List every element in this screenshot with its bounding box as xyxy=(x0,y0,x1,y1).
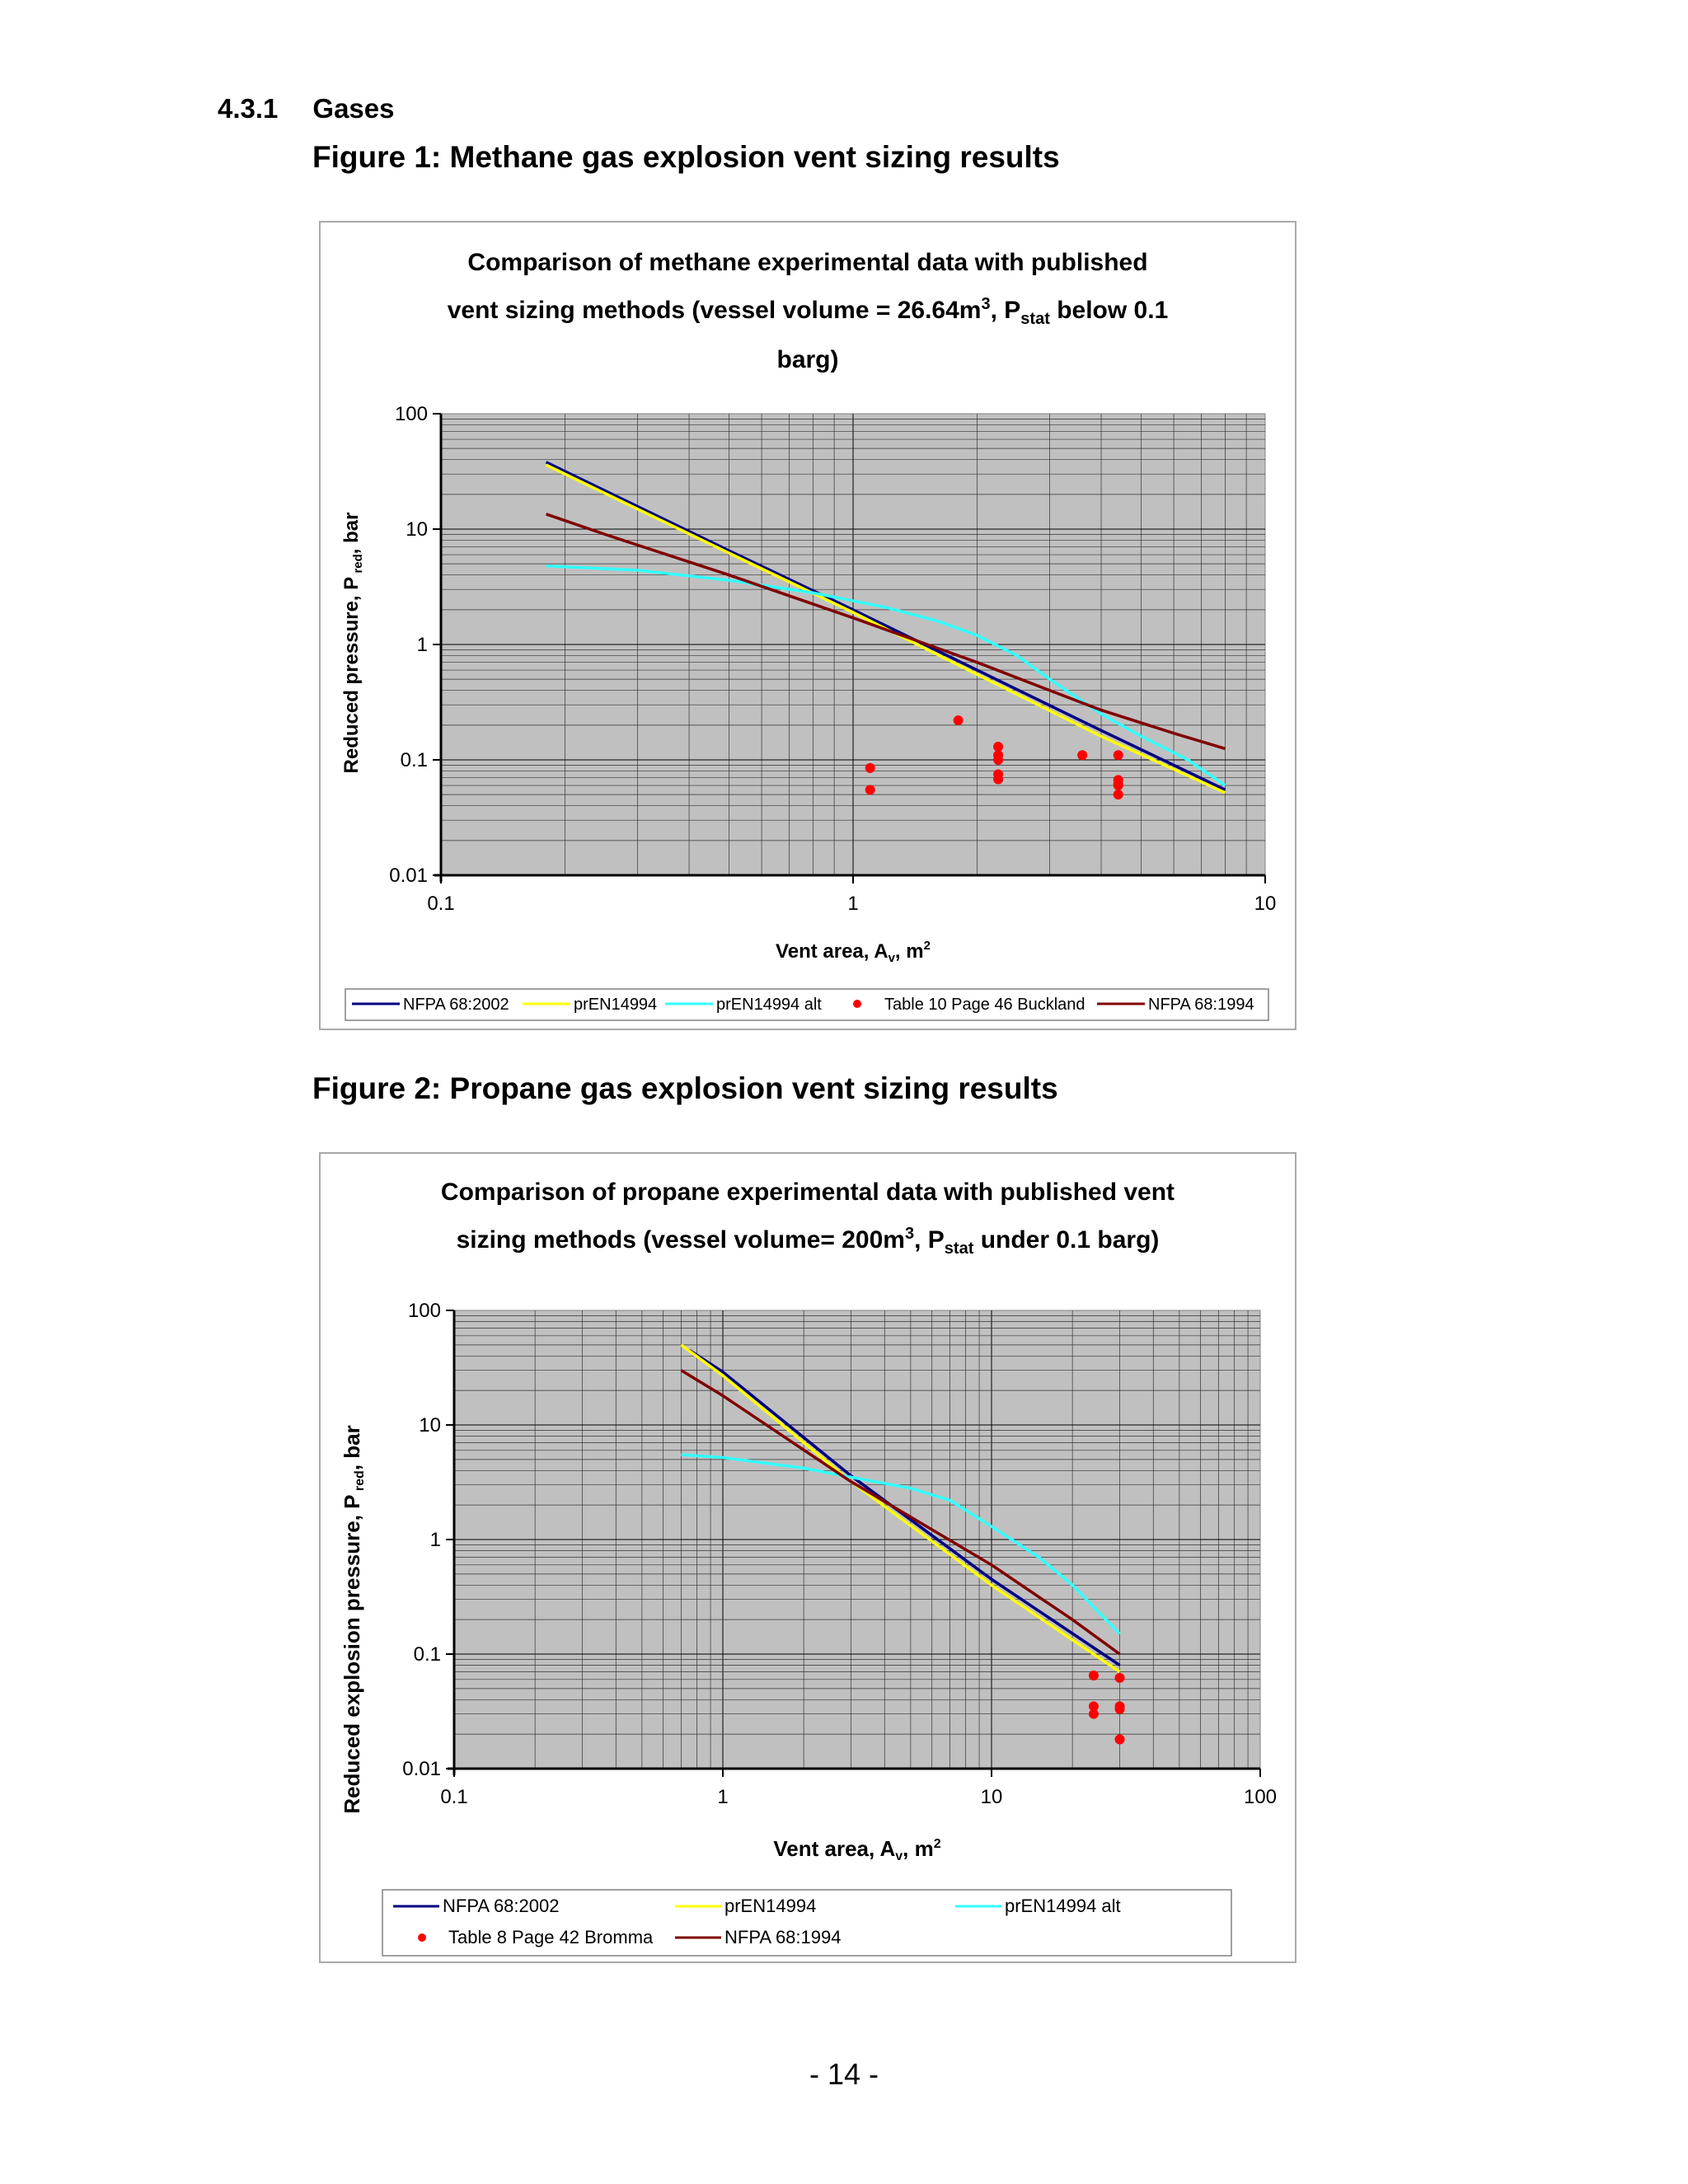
series-line-nfpa-68-1994 xyxy=(546,513,1226,751)
x-tick-label: 0.1 xyxy=(440,1786,467,1808)
chart-1-tick-labels: 0.1 1 10 0.01 0.1 1 10 100 xyxy=(389,403,1276,915)
chart-2-y-axis-label: Reduced explosion pressure, P red, bar xyxy=(340,1425,367,1814)
chart-2-axes xyxy=(446,1310,1261,1777)
y-tick-label: 1 xyxy=(430,1529,441,1551)
figure-2-caption: Figure 2: Propane gas explosion vent siz… xyxy=(312,1071,1058,1105)
series-line-pren14994-alt xyxy=(546,564,1226,787)
chart-1-gridlines xyxy=(440,414,1265,876)
figure-1-chart: Comparison of methane experimental data … xyxy=(319,221,1296,1030)
data-point xyxy=(953,715,964,726)
chart-2-x-axis-label: Vent area, Av, m2 xyxy=(773,1836,940,1863)
legend-entry: NFPA 68:1994 xyxy=(1097,996,1254,1014)
x-tick-label: 100 xyxy=(1244,1786,1277,1808)
legend-label: prEN14994 xyxy=(724,1896,816,1916)
series-line-nfpa-68-1994 xyxy=(680,1369,1121,1656)
y-tick-label: 100 xyxy=(408,1300,441,1322)
chart-1-title-line3: barg) xyxy=(776,346,839,373)
legend-label: prEN14994 alt xyxy=(716,996,822,1014)
data-point xyxy=(1113,790,1123,800)
data-point xyxy=(1077,750,1088,761)
chart-1-plot: 0.1 1 10 0.01 0.1 1 10 100 Reduced pressure, P … xyxy=(340,403,1276,1021)
x-tick-label: 0.1 xyxy=(427,893,454,915)
legend-entry: prEN14994 alt xyxy=(955,1896,1121,1916)
data-point xyxy=(1113,750,1123,761)
data-point xyxy=(1114,1672,1125,1683)
legend-label: NFPA 68:1994 xyxy=(1148,996,1254,1014)
chart-2-series xyxy=(680,1343,1125,1745)
legend-entry: Table 8 Page 42 Bromma xyxy=(418,1927,654,1947)
legend-entry: Table 10 Page 46 Buckland xyxy=(853,996,1085,1014)
chart-2-legend: NFPA 68:2002 prEN14994 prEN14994 alt Table … xyxy=(393,1896,1121,1947)
chart-1-title-line1: Comparison of methane experimental data … xyxy=(467,249,1148,276)
data-point xyxy=(1113,780,1123,791)
y-tick-label: 0.01 xyxy=(389,865,428,887)
section-title: Gases xyxy=(312,93,395,124)
x-tick-label: 1 xyxy=(717,1786,728,1808)
data-point xyxy=(865,785,875,795)
x-tick-label: 1 xyxy=(847,893,858,915)
legend-label: Table 10 Page 46 Buckland xyxy=(884,996,1085,1014)
chart-1-title-line2: vent sizing methods (vessel volume = 26.… xyxy=(447,295,1169,328)
series-line-pren14994 xyxy=(545,463,1226,794)
section-heading: 4.3.1 Gases xyxy=(218,93,395,124)
y-tick-label: 100 xyxy=(395,403,428,425)
data-point xyxy=(865,762,875,773)
legend-entry: NFPA 68:1994 xyxy=(675,1927,841,1947)
chart-1-axes xyxy=(433,413,1266,883)
data-point xyxy=(993,742,1004,752)
legend-entry: NFPA 68:2002 xyxy=(393,1896,559,1916)
chart-1-legend: NFPA 68:2002 prEN14994 prEN14994 alt Table … xyxy=(352,996,1254,1014)
legend-label: prEN14994 alt xyxy=(1005,1896,1121,1916)
data-point xyxy=(1114,1734,1125,1745)
page-number: - 14 - xyxy=(809,2057,879,2091)
series-line-pren14994-alt xyxy=(681,1453,1121,1635)
y-tick-label: 10 xyxy=(419,1414,441,1436)
chart-2-plot: 0.1 1 10 100 0.01 0.1 1 10 100 Reduced explosion… xyxy=(340,1300,1277,1957)
chart-1-title: Comparison of methane experimental data … xyxy=(321,242,1295,381)
data-point xyxy=(1088,1671,1099,1681)
x-tick-label: 10 xyxy=(1254,893,1277,915)
legend-entry: prEN14994 alt xyxy=(665,996,822,1014)
data-point xyxy=(1088,1701,1099,1712)
chart-1-x-axis-label: Vent area, Av, m2 xyxy=(776,939,931,965)
data-point xyxy=(993,774,1004,785)
y-tick-label: 10 xyxy=(406,518,428,541)
chart-2-title: Comparison of propane experimental data … xyxy=(321,1172,1295,1269)
y-tick-label: 0.01 xyxy=(402,1758,441,1780)
legend-entry: prEN14994 xyxy=(675,1896,816,1916)
x-tick-label: 10 xyxy=(981,1786,1003,1808)
legend-label: NFPA 68:2002 xyxy=(443,1896,559,1916)
legend-label: NFPA 68:1994 xyxy=(724,1927,841,1947)
legend-entry: prEN14994 xyxy=(523,996,657,1014)
data-point xyxy=(993,755,1004,765)
legend-label: Table 8 Page 42 Bromma xyxy=(448,1927,654,1947)
y-tick-label: 1 xyxy=(417,634,428,656)
chart-1-y-axis-label: Reduced pressure, P red, bar xyxy=(340,513,365,774)
data-point xyxy=(1114,1704,1125,1714)
data-point xyxy=(1088,1708,1099,1719)
legend-label: NFPA 68:2002 xyxy=(403,996,509,1014)
chart-1-series xyxy=(545,461,1226,800)
figure-2-chart: Comparison of propane experimental data … xyxy=(319,1152,1296,1963)
chart-2-title-line2: sizing methods (vessel volume= 200m3, Ps… xyxy=(456,1225,1160,1258)
legend-label: prEN14994 xyxy=(574,996,657,1014)
section-number: 4.3.1 xyxy=(218,93,279,124)
chart-2-title-line1: Comparison of propane experimental data … xyxy=(440,1179,1175,1206)
y-tick-label: 0.1 xyxy=(414,1643,441,1666)
legend-entry: NFPA 68:2002 xyxy=(352,996,509,1014)
y-tick-label: 0.1 xyxy=(401,749,428,771)
chart-2-legend-box xyxy=(382,1889,1232,1957)
figure-1-caption: Figure 1: Methane gas explosion vent siz… xyxy=(312,140,1060,174)
chart-2-tick-labels: 0.1 1 10 100 0.01 0.1 1 10 100 xyxy=(402,1300,1277,1808)
